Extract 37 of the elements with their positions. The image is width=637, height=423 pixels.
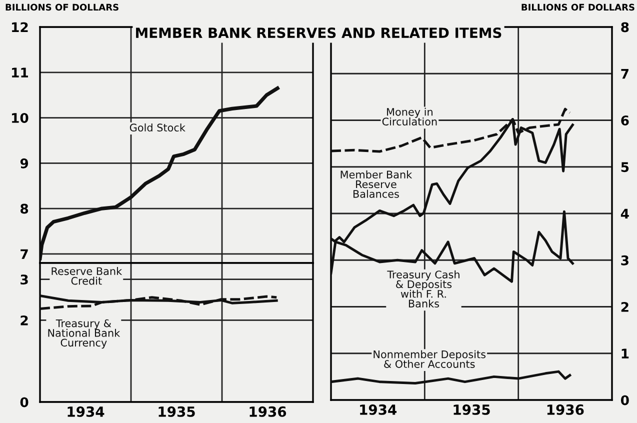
series-label: Reserve Bank Credit — [52, 267, 122, 285]
y-tick-label: 2 — [20, 315, 28, 326]
y-tick-label: 11 — [12, 68, 28, 78]
x-tick-label: 1935 — [454, 404, 490, 415]
line-series — [40, 86, 280, 260]
y-tick-label: 8 — [20, 204, 28, 214]
y2-tick-label: 2 — [621, 302, 628, 312]
y2-axis-title: BILLIONS OF DOLLARS — [522, 4, 634, 11]
line-series — [331, 370, 572, 384]
y2-tick-label: 1 — [622, 348, 629, 358]
x-tick-label: 1934 — [68, 406, 104, 417]
series-label: Gold Stock — [130, 123, 186, 132]
chart-title: MEMBER BANK RESERVES AND RELATED ITEMS — [136, 28, 502, 38]
line-series — [40, 295, 278, 310]
x-tick-label: 1936 — [250, 406, 286, 417]
y-axis-title: BILLIONS OF DOLLARS — [6, 4, 118, 11]
y2-tick-label: 6 — [621, 115, 629, 126]
x-tick-label: 1936 — [547, 404, 584, 415]
y-tick-label: 12 — [12, 22, 28, 32]
y2-tick-label: 7 — [621, 69, 628, 79]
y-tick-label: 3 — [20, 274, 28, 285]
y-tick-label: 9 — [20, 158, 28, 168]
series-label: Treasury Cash & Deposits with F. R. Banks — [387, 270, 460, 308]
y2-tick-label: 8 — [621, 22, 629, 32]
y2-tick-label: 5 — [621, 162, 629, 172]
series-label: Nonmember Deposits & Other Accounts — [374, 350, 486, 368]
y2-tick-label: 3 — [621, 255, 628, 266]
y-tick-label: 0 — [20, 397, 28, 408]
series-label: Member Bank Reserve Balances — [340, 170, 412, 198]
y-tick-label: 10 — [12, 112, 28, 123]
x-tick-label: 1935 — [158, 406, 195, 417]
series-label: Treasury & National Bank Currency — [48, 319, 120, 349]
y2-tick-label: 0 — [620, 395, 629, 406]
y2-tick-label: 4 — [620, 208, 629, 219]
x-tick-label: 1934 — [360, 404, 397, 415]
series-label: Money in Circulation — [382, 108, 437, 126]
y-tick-label: 7 — [20, 249, 28, 259]
